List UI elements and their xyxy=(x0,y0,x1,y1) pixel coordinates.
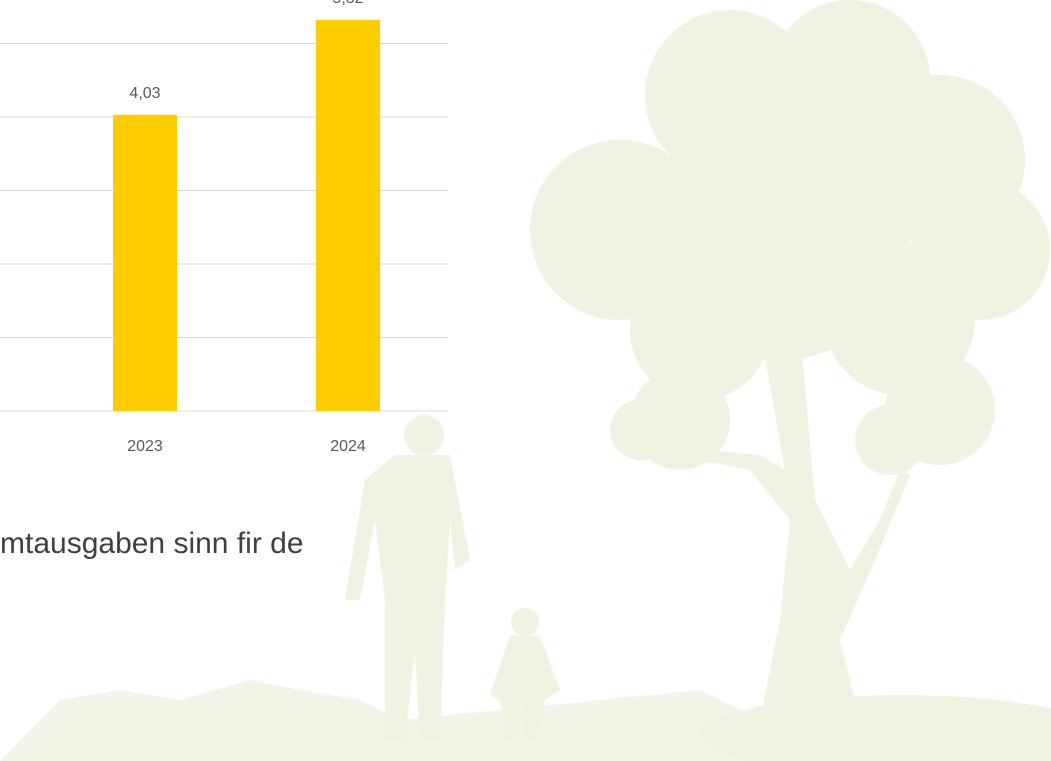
bar xyxy=(113,115,177,411)
x-tick-label: 2024 xyxy=(330,438,366,455)
data-label: 5,32 xyxy=(332,0,363,7)
bar xyxy=(316,20,380,411)
slide: 2023 4,03 2024 5,32 mtausgaben sinn fir de xyxy=(0,0,1051,761)
bar-chart: 2023 4,03 2024 5,32 xyxy=(0,0,448,455)
data-label: 4,03 xyxy=(129,85,160,102)
x-tick-label: 2023 xyxy=(127,438,163,455)
slide-canvas: 2023 4,03 2024 5,32 mtausgaben sinn fir de xyxy=(0,0,1051,761)
body-text: mtausgaben sinn fir de xyxy=(0,527,304,560)
